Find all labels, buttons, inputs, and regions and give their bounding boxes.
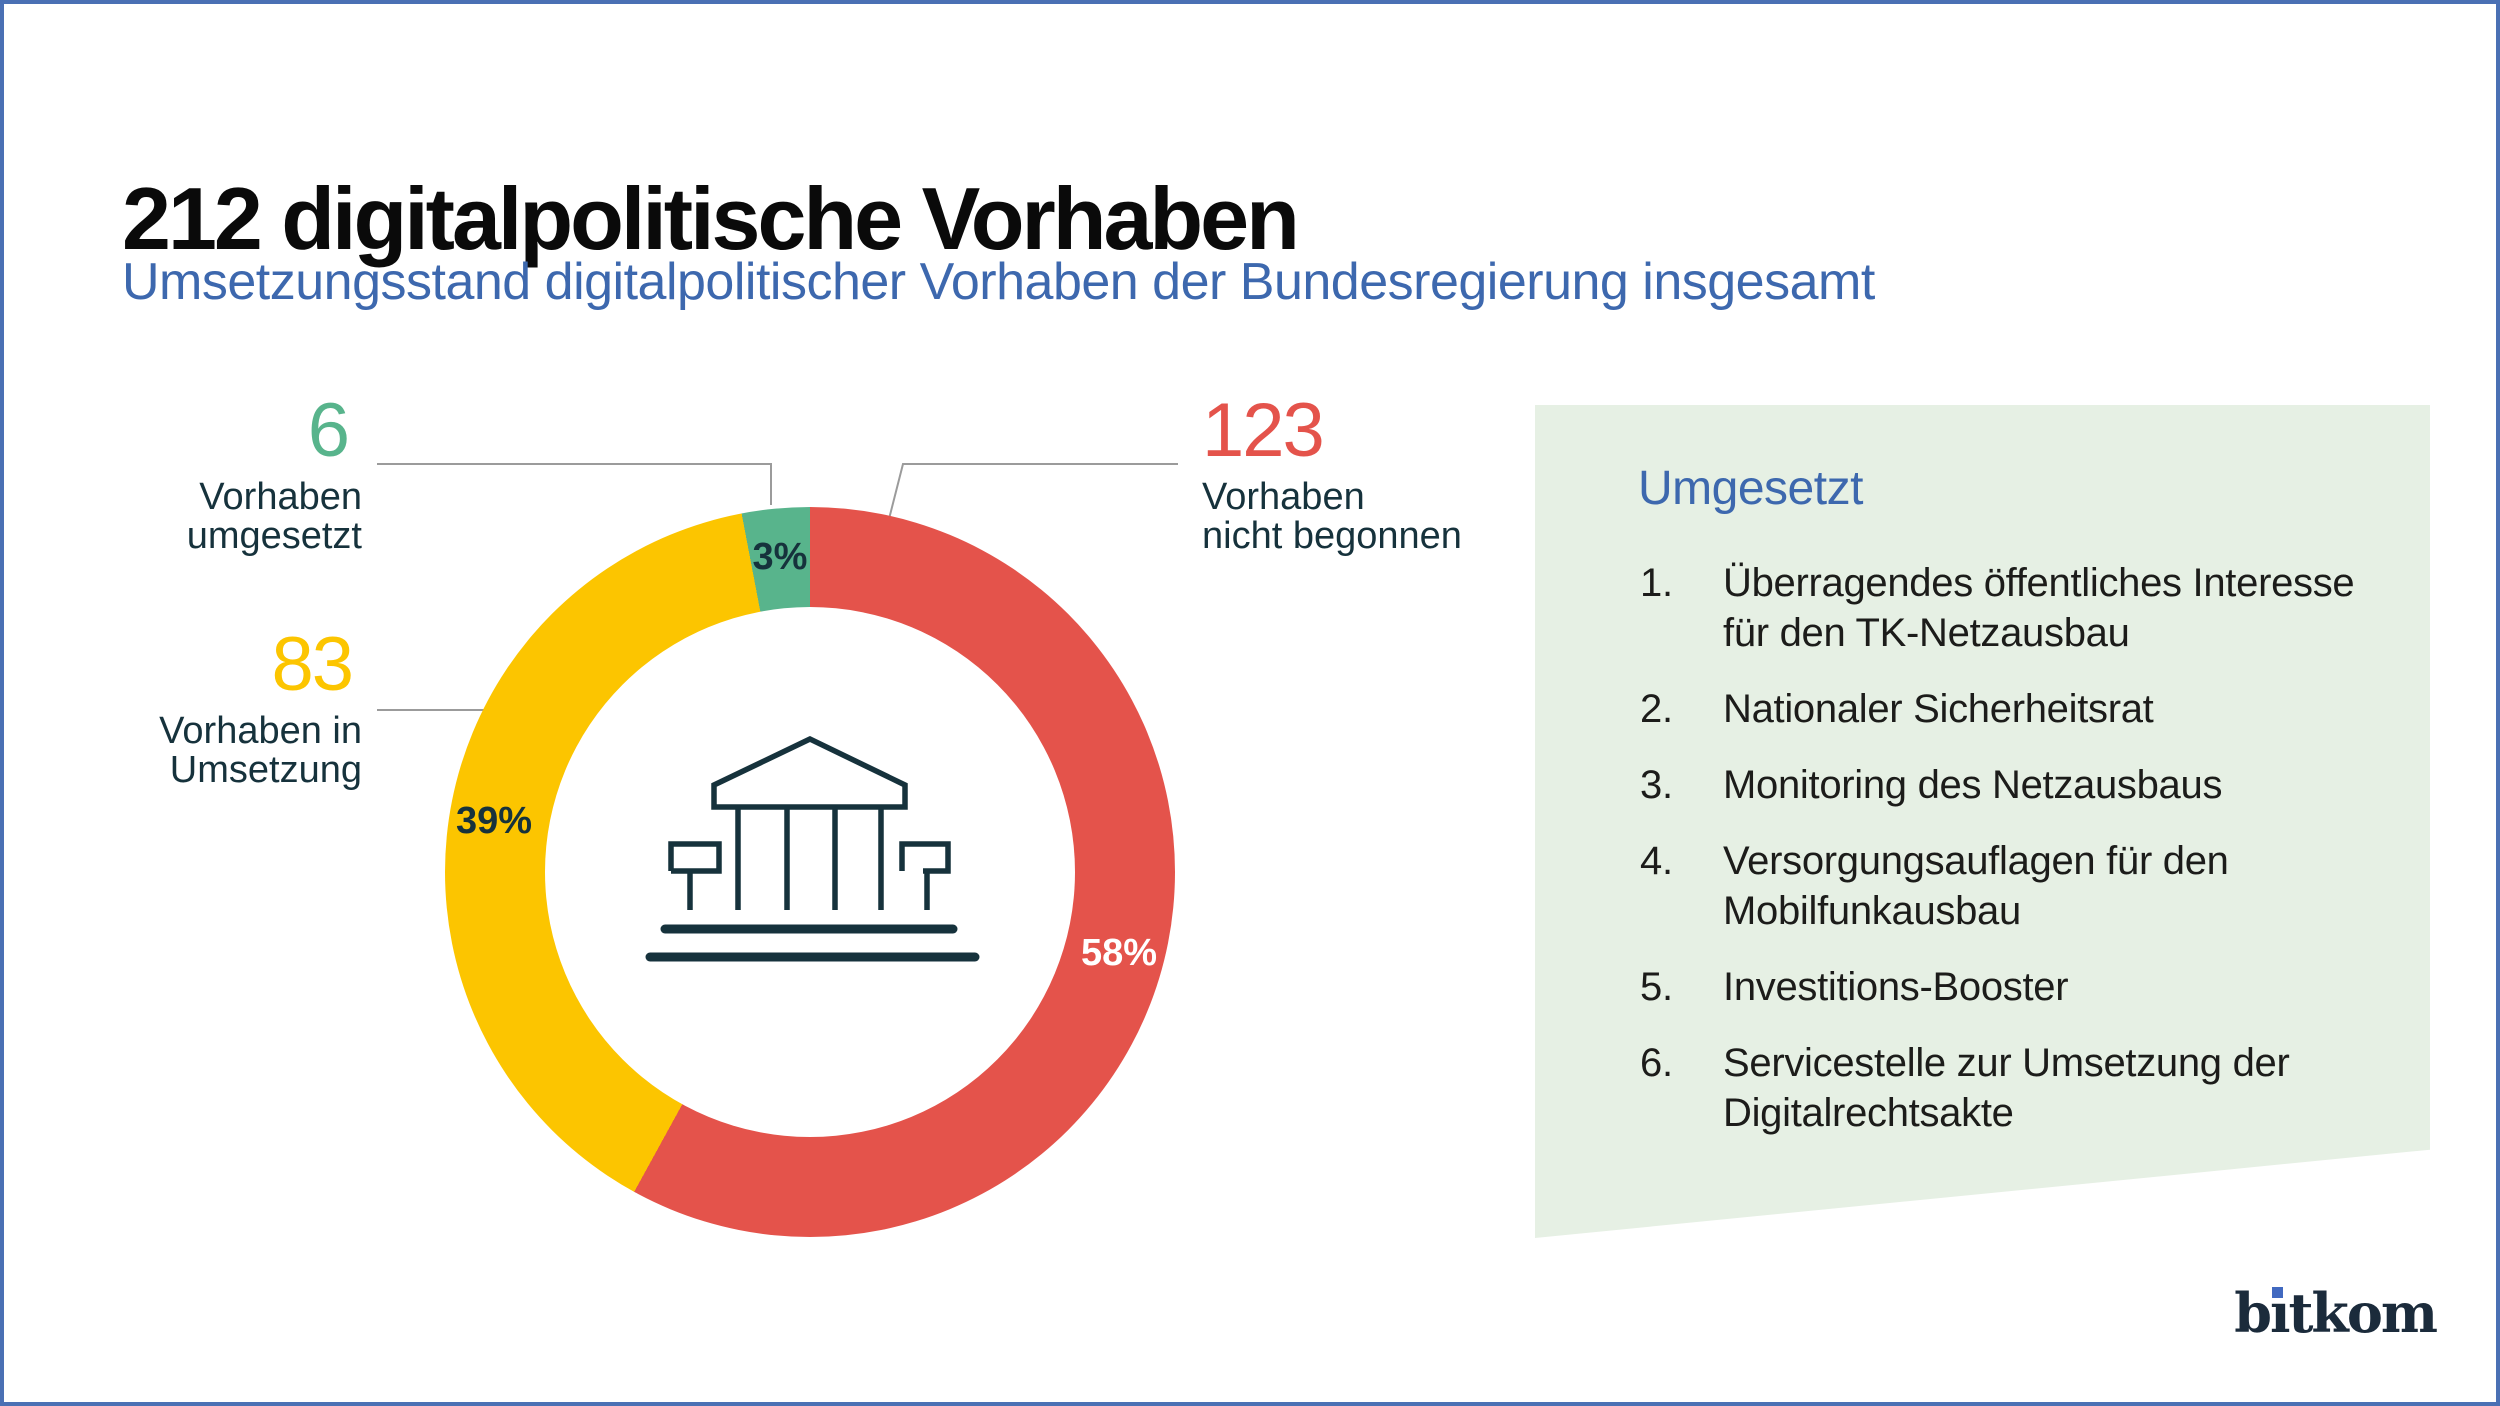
segment-label-in-umsetzung: 39%: [455, 800, 533, 842]
segment-label-umgesetzt: 3%: [752, 536, 808, 578]
callout-nicht-begonnen-label-line1: Vorhaben: [1202, 475, 1365, 518]
page-subtitle: Umsetzungsstand digitalpolitischer Vorha…: [122, 253, 1875, 311]
callout-in-umsetzung-label-line1: Vorhaben in: [159, 709, 362, 752]
callout-umgesetzt: 6 Vorhaben umgesetzt: [92, 392, 362, 556]
page-title: 212 digitalpolitische Vorhaben: [122, 168, 1300, 268]
bitkom-logo: bı tkom: [2234, 1281, 2438, 1345]
donut-chart: [445, 507, 1175, 1237]
list-item: Versorgungsauflagen für den Mobilfunkaus…: [1640, 836, 2229, 933]
donut-hole: [545, 607, 1075, 1137]
callout-in-umsetzung: 83 Vorhaben in Umsetzung: [92, 626, 362, 790]
callout-nicht-begonnen: 123 Vorhaben nicht begonnen: [1202, 392, 1622, 556]
callout-in-umsetzung-value: 83: [271, 622, 354, 707]
logo-dot: [2271, 1287, 2283, 1298]
list-item: Servicestelle zur Umsetzung der Digitalr…: [1640, 1038, 2290, 1135]
panel-heading: Umgesetzt: [1638, 462, 1863, 515]
list-item: Investitions-Booster: [1640, 962, 2069, 1012]
umgesetzt-panel: Umgesetzt Überragendes öffentliches Inte…: [1535, 405, 2430, 1238]
list-item: Nationaler Sicherheitsrat: [1640, 684, 2154, 734]
callout-nicht-begonnen-value: 123: [1202, 388, 1325, 473]
segment-label-nicht-begonnen: 58%: [1080, 932, 1158, 974]
callout-in-umsetzung-label-line2: Umsetzung: [169, 748, 362, 791]
callout-nicht-begonnen-label-line2: nicht begonnen: [1202, 514, 1462, 557]
government-building-icon: [645, 735, 980, 962]
callout-umgesetzt-label-line2: umgesetzt: [186, 514, 362, 557]
callout-umgesetzt-label-line1: Vorhaben: [199, 475, 362, 518]
list-item: Monitoring des Netzausbaus: [1640, 760, 2223, 810]
umgesetzt-list: Überragendes öffentliches Interesse für …: [1638, 558, 2400, 1138]
callout-umgesetzt-value: 6: [307, 388, 350, 473]
list-item: Überragendes öffentliches Interesse für …: [1640, 558, 2355, 655]
